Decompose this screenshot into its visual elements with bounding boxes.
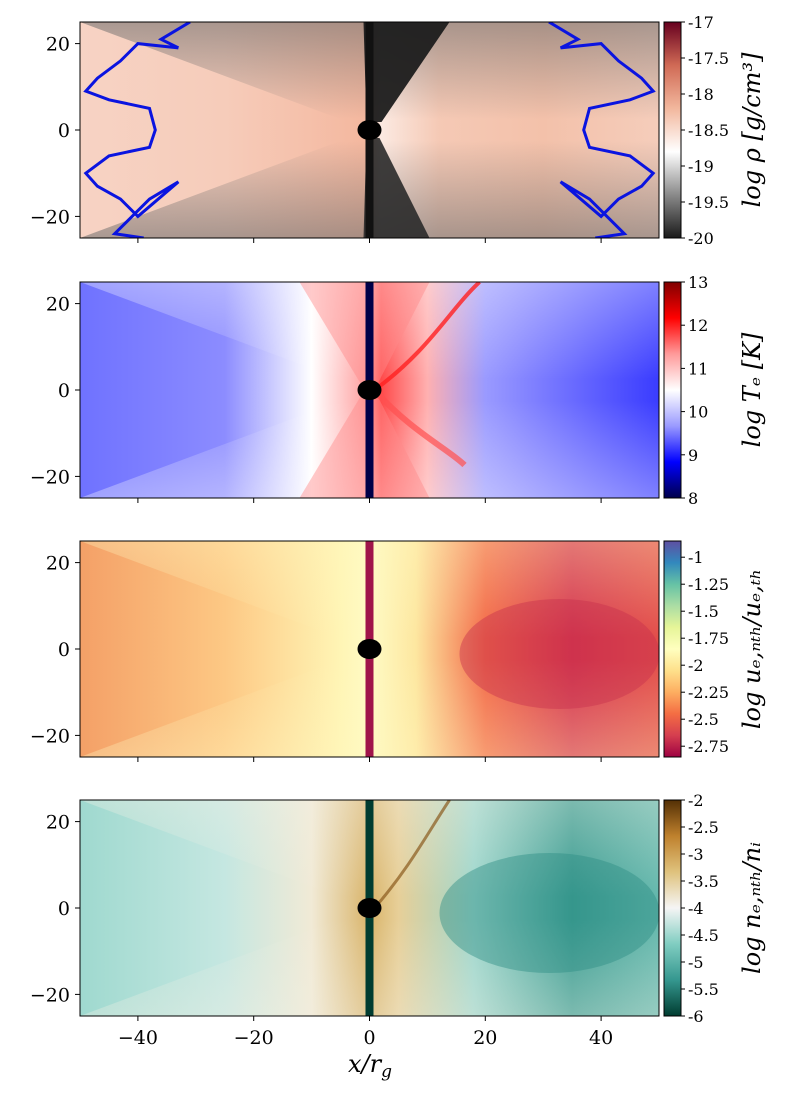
colorbar-tick-label: -20 xyxy=(688,229,714,248)
nonthermal-region xyxy=(459,599,659,709)
x-tick-label: −20 xyxy=(234,1027,274,1049)
y-tick-label: 0 xyxy=(58,898,70,920)
colorbar-tick-label: -2 xyxy=(688,791,704,810)
colorbar-tick-label: 10 xyxy=(688,403,708,422)
colorbar-tick-label: -1.25 xyxy=(688,575,729,594)
colorbar-tick-label: -17 xyxy=(688,13,714,32)
y-tick-label: −20 xyxy=(30,466,70,488)
black-hole xyxy=(357,120,382,140)
low-density-region xyxy=(439,853,659,973)
hot-funnel-lower xyxy=(299,390,430,498)
y-tick-label: −20 xyxy=(30,206,70,228)
black-hole xyxy=(357,639,382,659)
heatmap-field xyxy=(80,282,659,498)
panel-3: 20 0 −20 -1 -1.25 -1.5 -1.75 -2 -2.25 -2.5 -2.75 lo… xyxy=(30,540,766,762)
contour-left-cusp-top xyxy=(157,22,191,50)
y-tick-label: −20 xyxy=(30,725,70,747)
y-tick-label: 20 xyxy=(46,812,70,834)
y-tick-label: −20 xyxy=(30,984,70,1006)
black-hole xyxy=(357,380,382,400)
colorbar-tick-label: -6 xyxy=(688,1007,704,1026)
colorbar-tick-label: 13 xyxy=(688,273,708,292)
black-hole xyxy=(357,898,382,918)
x-axis-title-sub: g xyxy=(381,1062,392,1082)
colorbar-tick-label: -1.75 xyxy=(688,629,729,648)
colorbar-tick-label: -4.5 xyxy=(688,926,719,945)
panel-2: 20 0 −20 13 12 11 10 9 8 log Tₑ [K] xyxy=(30,273,766,508)
colorbar-tick-label: -17.5 xyxy=(688,49,729,68)
colorbar-tick-label: -4 xyxy=(688,899,704,918)
colorbar-tick-label: -2 xyxy=(688,656,704,675)
jet-funnel-lower xyxy=(363,138,430,238)
colorbar-tick-label: 9 xyxy=(688,446,698,465)
dense-filament xyxy=(373,800,451,909)
colorbar xyxy=(663,799,682,1017)
panel-4: 20 0 −20 −40 −20 0 20 40 -2 -2.5 -3 -3.5 -4 -4.5 -5 -5.… xyxy=(30,791,766,1049)
colorbar-tick-label: -5.5 xyxy=(688,980,719,999)
x-tick-label: 20 xyxy=(473,1027,497,1049)
colorbar xyxy=(663,281,682,499)
y-tick-label: 20 xyxy=(46,294,70,316)
hot-filament-lower xyxy=(372,388,467,468)
colorbar-tick-label: 12 xyxy=(688,316,708,335)
x-tick-label: 40 xyxy=(589,1027,613,1049)
contour-left xyxy=(83,42,180,238)
colorbar-tick-label: -19 xyxy=(688,157,714,176)
colorbar-tick-label: -2.5 xyxy=(688,818,719,837)
colorbar-tick-label: -1 xyxy=(688,548,704,567)
colorbar xyxy=(663,21,682,239)
colorbar-label: log nₑ,ₙₜₕ/nᵢ xyxy=(738,842,766,974)
x-axis-title: x/rg xyxy=(348,1050,392,1082)
x-tick-label: −40 xyxy=(118,1027,158,1049)
colorbar-label: log ρ [g/cm³] xyxy=(738,52,766,207)
y-tick-label: 20 xyxy=(46,553,70,575)
colorbar-tick-label: -2.5 xyxy=(688,710,719,729)
colorbar-tick-label: -3 xyxy=(688,845,704,864)
colorbar-tick-label: 11 xyxy=(688,359,708,378)
x-axis-title-main: x/r xyxy=(348,1050,383,1078)
colorbar-tick-label: -18.5 xyxy=(688,121,729,140)
colorbar-tick-label: -19.5 xyxy=(688,193,729,212)
x-tick-label: 0 xyxy=(363,1027,375,1049)
y-tick-label: 20 xyxy=(46,34,70,56)
heatmap-field xyxy=(80,541,659,757)
panel-1: 20 0 −20 -17 -17.5 -18 -18.5 -19 -19.5 -20 log ρ [… xyxy=(30,13,766,248)
colorbar-tick-label: 8 xyxy=(688,489,698,508)
colorbar-tick-label: -2.75 xyxy=(688,737,729,756)
heatmap-field xyxy=(80,22,659,238)
hot-filament xyxy=(373,282,481,392)
jet-funnel-upper xyxy=(363,22,450,122)
colorbar-tick-label: -5 xyxy=(688,953,704,972)
colorbar-tick-label: -1.5 xyxy=(688,602,719,621)
y-tick-label: 0 xyxy=(58,120,70,142)
colorbar xyxy=(663,540,682,758)
hot-funnel-upper xyxy=(299,282,430,390)
colorbar-tick-label: -2.25 xyxy=(688,683,729,702)
colorbar-tick-label: -18 xyxy=(688,85,714,104)
contour-right xyxy=(548,22,656,238)
colorbar-label: log uₑ,ₙₜₕ/uₑ,ₜₕ xyxy=(738,569,766,729)
colorbar-label: log Tₑ [K] xyxy=(738,332,766,447)
y-tick-label: 0 xyxy=(58,639,70,661)
colorbar-tick-label: -3.5 xyxy=(688,872,719,891)
y-tick-label: 0 xyxy=(58,380,70,402)
heatmap-field xyxy=(80,800,659,1016)
